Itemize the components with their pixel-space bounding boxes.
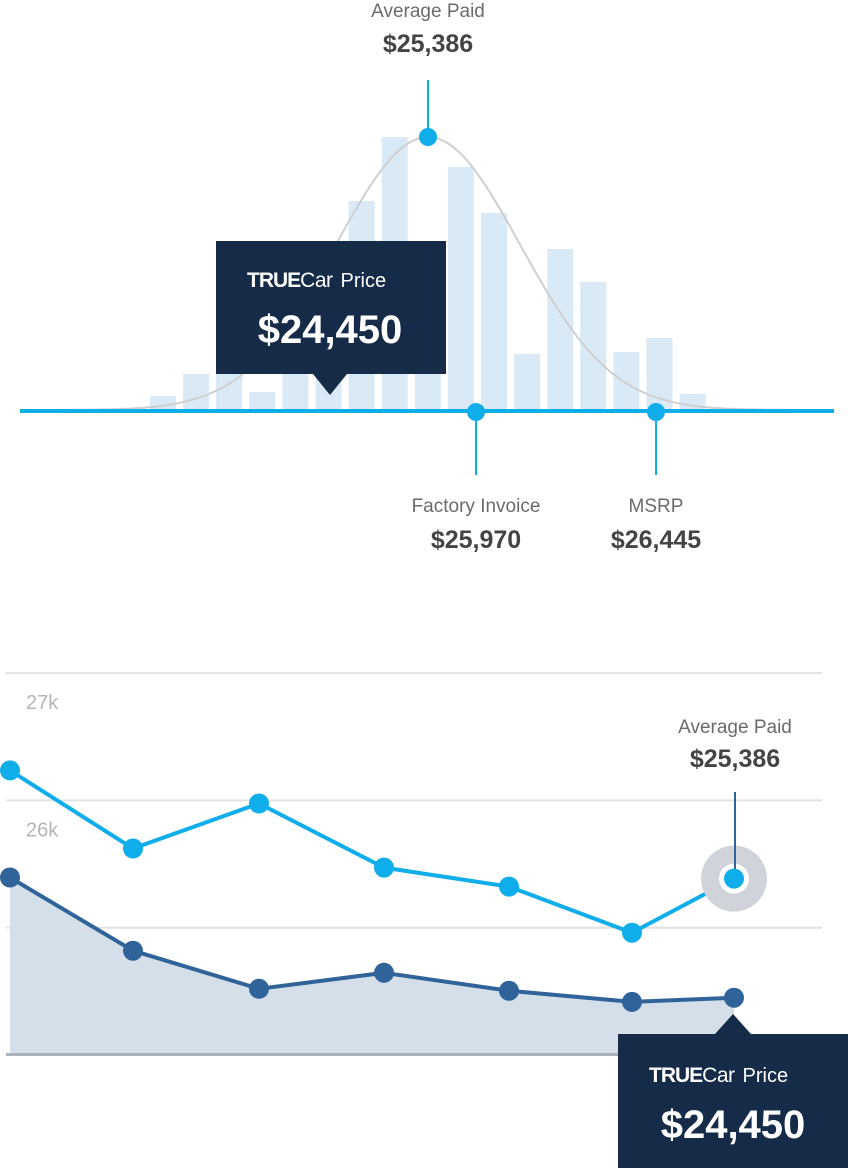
average-paid-callout: Average Paid $25,386 <box>678 717 792 773</box>
y-tick-label: 25k <box>26 947 59 969</box>
average-paid-value-2: $25,386 <box>690 745 780 773</box>
msrp-marker: MSRP $26,445 <box>611 403 701 554</box>
truecar-price-value-2: $24,450 <box>661 1103 806 1147</box>
truecar-price-point[interactable] <box>622 991 642 1012</box>
average-paid-points <box>0 760 744 943</box>
highlight-ring <box>701 845 767 912</box>
truecar-price-points <box>0 867 744 1012</box>
average-paid-point[interactable] <box>724 868 744 889</box>
average-paid-point[interactable] <box>374 857 394 878</box>
truecar-price-point[interactable] <box>249 978 269 999</box>
distribution-bar <box>447 167 474 410</box>
truecar-logo-light-2: Car <box>702 1064 735 1087</box>
truecar-logo-bold: TRUE <box>247 269 301 292</box>
average-paid-point[interactable] <box>622 922 642 943</box>
average-paid-label-2: Average Paid <box>678 717 792 738</box>
truecar-price-area <box>10 877 734 1055</box>
average-paid-value: $25,386 <box>383 30 473 58</box>
distribution-bar <box>249 392 276 410</box>
average-paid-point[interactable] <box>249 793 269 814</box>
gridline <box>6 926 822 929</box>
highlight-ring-inner <box>719 863 749 894</box>
average-paid-point[interactable] <box>499 876 519 897</box>
gridlines <box>6 672 822 929</box>
distribution-bar <box>547 249 574 410</box>
factory-invoice-value: $25,970 <box>431 526 521 554</box>
truecar-price-point[interactable] <box>499 980 519 1001</box>
msrp-label: MSRP <box>629 496 684 517</box>
truecar-price-point[interactable] <box>724 987 744 1008</box>
truecar-price-value: $24,450 <box>258 308 403 352</box>
truecar-price-point[interactable] <box>0 867 20 888</box>
price-axis-line <box>20 409 834 413</box>
msrp-dot[interactable] <box>647 403 665 421</box>
truecar-logo-bold-2: TRUE <box>649 1064 703 1087</box>
y-tick-label: 26k <box>26 819 59 841</box>
truecar-price-callout: TRUECar Price $24,450 <box>216 241 446 395</box>
truecar-logo-light: Car <box>300 269 333 292</box>
distribution-bar <box>150 396 176 410</box>
average-paid-line <box>8 768 735 935</box>
factory-invoice-dot[interactable] <box>467 403 485 421</box>
gridline <box>6 672 822 675</box>
truecar-price-box <box>216 241 446 395</box>
truecar-price-word: Price <box>341 270 387 292</box>
factory-invoice-marker: Factory Invoice $25,970 <box>412 403 541 554</box>
gridline <box>6 799 822 802</box>
distribution-bar <box>514 354 541 410</box>
y-axis-ticks: 27k 26k 25k <box>26 692 59 969</box>
msrp-value: $26,445 <box>611 526 701 554</box>
average-paid-leader-line <box>427 80 429 137</box>
average-paid-label: Average Paid <box>371 1 485 22</box>
average-paid-dot[interactable] <box>419 128 437 146</box>
truecar-price-callout-2: TRUECar Price $24,450 <box>618 1014 848 1168</box>
truecar-price-heading-2: TRUECar Price <box>649 1064 788 1087</box>
distribution-bar <box>183 374 210 410</box>
truecar-price-box-2 <box>618 1014 848 1168</box>
x-axis-baseline <box>6 1053 822 1056</box>
msrp-leader-line <box>655 411 657 475</box>
truecar-price-word-2: Price <box>743 1065 789 1087</box>
truecar-price-point[interactable] <box>123 940 143 961</box>
average-paid-point[interactable] <box>0 760 20 781</box>
factory-invoice-leader-line <box>475 411 477 475</box>
distribution-bar <box>613 352 640 410</box>
highlight-ring-outer <box>701 845 767 912</box>
average-paid-point[interactable] <box>123 838 143 859</box>
truecar-price-heading: TRUECar Price <box>247 269 386 292</box>
price-distribution-chart: Average Paid $25,386 Factory Invoice $25… <box>20 1 834 554</box>
truecar-price-point[interactable] <box>374 962 394 983</box>
truecar-price-line <box>8 875 735 1004</box>
y-tick-label: 27k <box>26 692 59 714</box>
factory-invoice-label: Factory Invoice <box>412 496 541 517</box>
distribution-bar <box>481 213 507 410</box>
average-paid-marker: Average Paid $25,386 <box>371 1 485 146</box>
distribution-bar <box>282 370 309 410</box>
average-paid-leader-line <box>734 792 736 879</box>
